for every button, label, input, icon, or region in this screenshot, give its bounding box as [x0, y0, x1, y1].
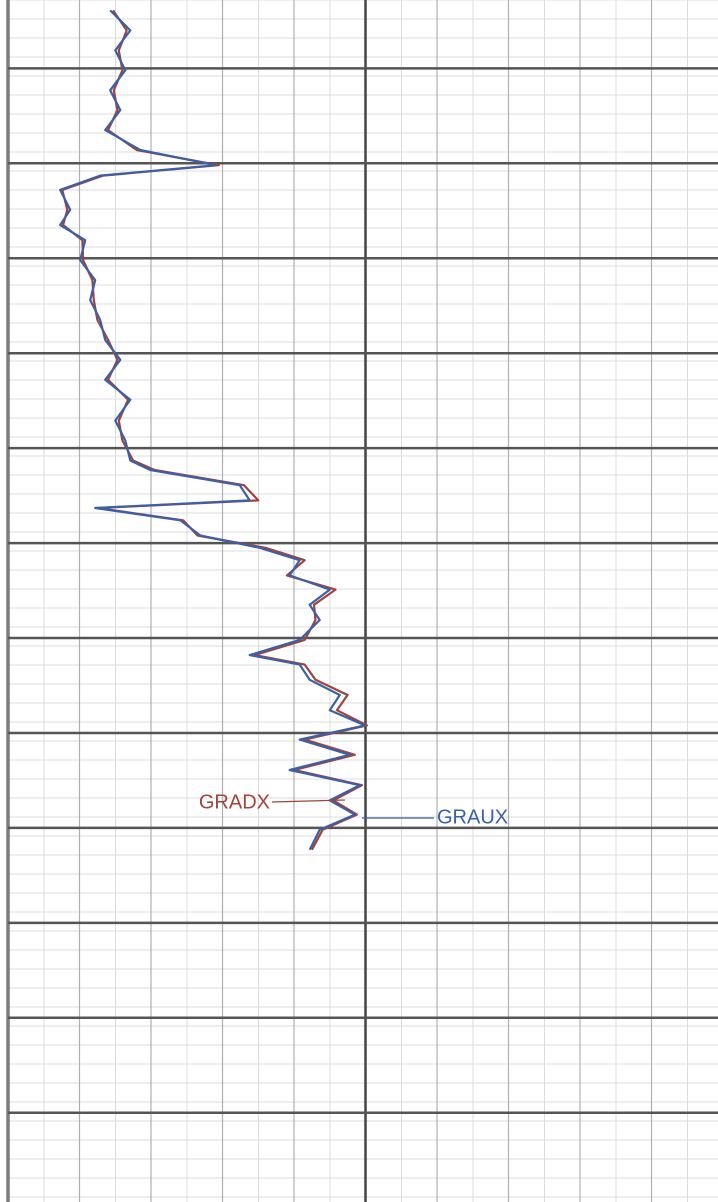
leader-line — [271, 799, 346, 803]
legend-label: GRAUX — [437, 806, 508, 828]
minor-grid — [8, 0, 718, 1202]
legend-label: GRADX — [199, 791, 270, 813]
log-curve — [59, 9, 366, 851]
